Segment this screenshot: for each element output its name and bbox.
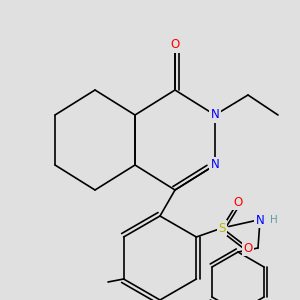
Text: N: N — [211, 158, 219, 172]
Text: S: S — [218, 221, 226, 235]
Text: O: O — [243, 242, 253, 254]
Text: N: N — [256, 214, 264, 226]
Text: O: O — [233, 196, 243, 208]
Text: H: H — [270, 215, 278, 225]
Text: N: N — [211, 109, 219, 122]
Text: O: O — [170, 38, 180, 52]
